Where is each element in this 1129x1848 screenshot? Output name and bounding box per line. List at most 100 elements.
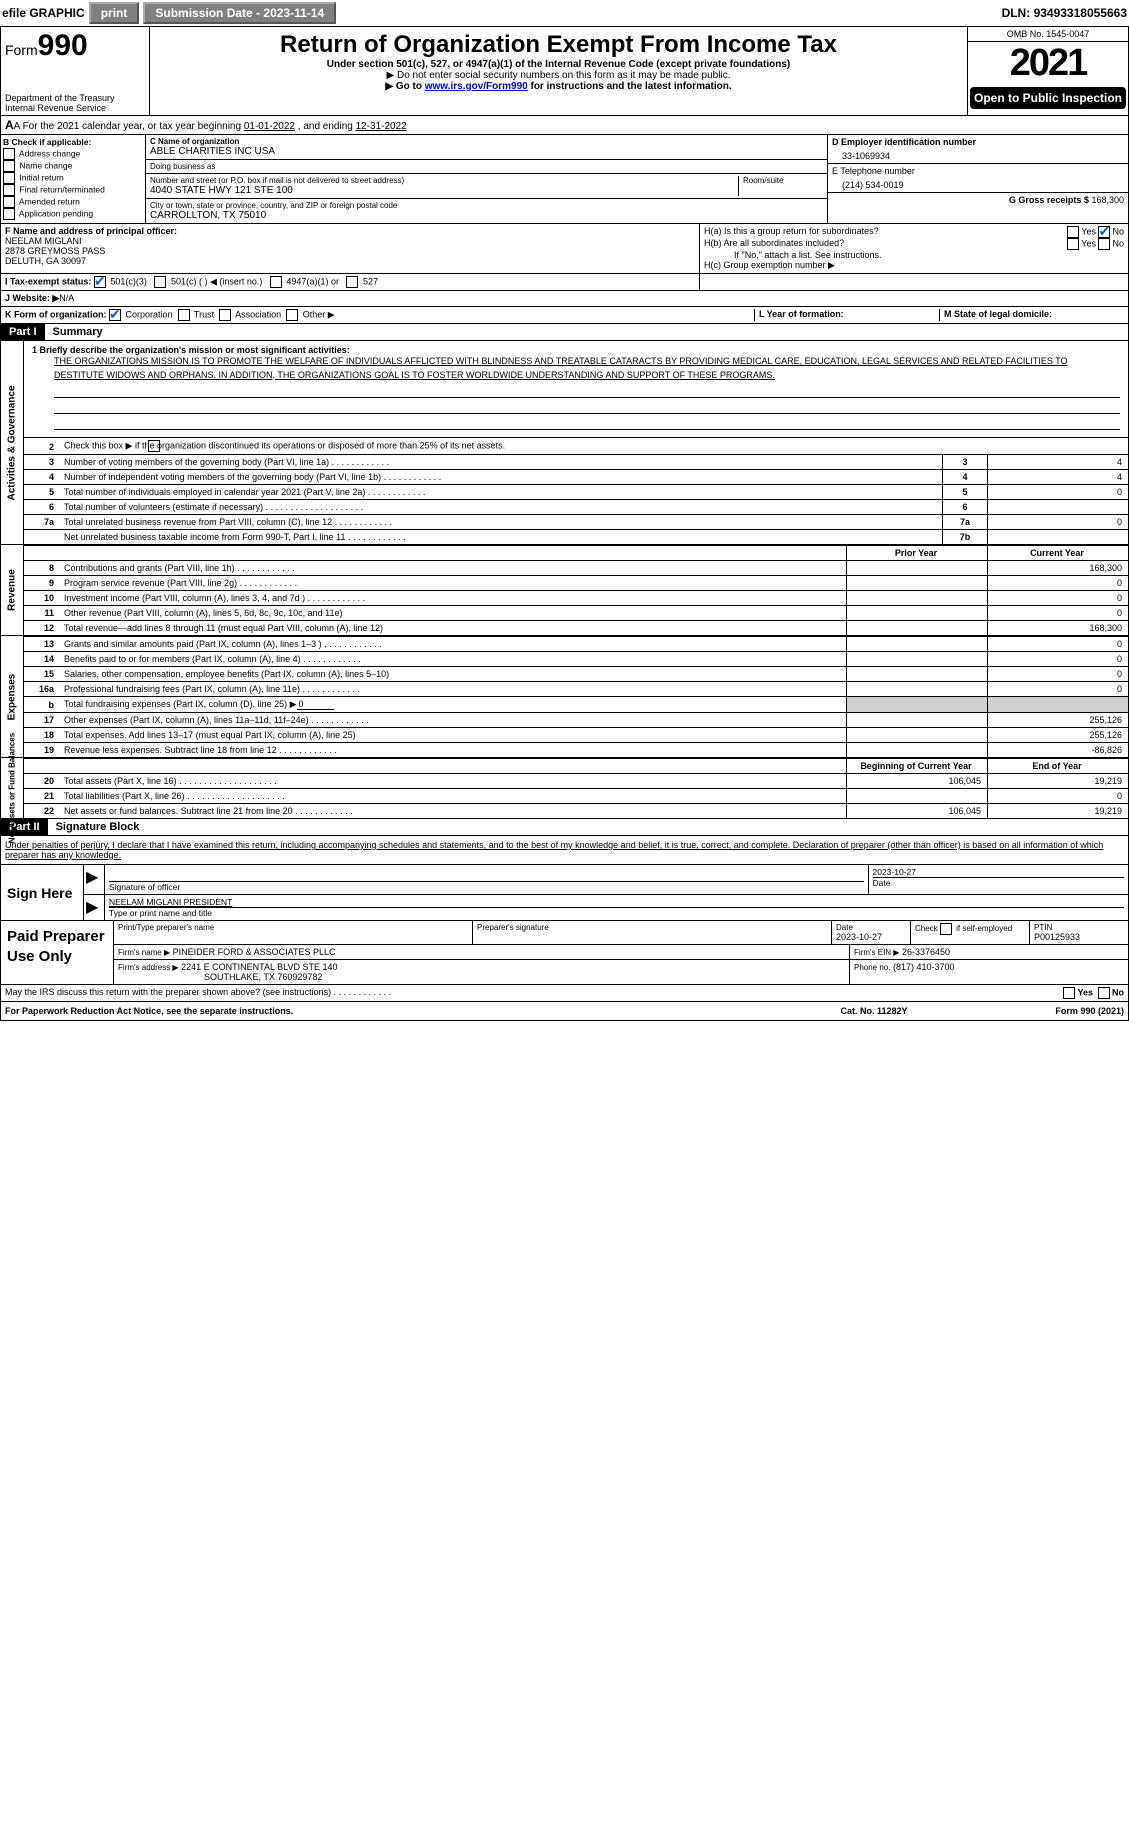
form-header: Form990 Department of the Treasury Inter… (0, 26, 1129, 116)
firm-ein: 26-3376450 (902, 947, 950, 957)
vlabel-gov: Activities & Governance (1, 341, 24, 544)
sig-name-lab: Type or print name and title (109, 907, 1124, 918)
b-opt-4-lab: Amended return (19, 197, 80, 207)
i-4947-cb[interactable] (270, 276, 282, 288)
gross-receipts: 168,300 (1091, 195, 1124, 205)
footer: For Paperwork Reduction Act Notice, see … (0, 1002, 1129, 1021)
i-501c-cb[interactable] (154, 276, 166, 288)
v14c: 0 (988, 652, 1129, 667)
subdate-lab: Submission Date - (155, 6, 263, 20)
j-lab: J Website: ▶ (5, 293, 59, 304)
may-yes: Yes (1077, 987, 1093, 997)
sig-decl-text: Under penalties of perjury, I declare th… (5, 840, 1103, 860)
paid-h5: PTIN (1034, 923, 1124, 932)
c-addr-lab: Number and street (or P.O. box if mail i… (150, 176, 738, 185)
col-b: B Check if applicable: Address change Na… (1, 135, 146, 223)
b-opt-1[interactable]: Name change (3, 160, 143, 172)
v8c: 168,300 (988, 561, 1129, 576)
row-fh: F Name and address of principal officer:… (0, 224, 1129, 274)
vlabel-rev: Revenue (1, 545, 24, 635)
l7a: Total unrelated business revenue from Pa… (64, 517, 392, 527)
v15c: 0 (988, 667, 1129, 682)
dln-val: 93493318055663 (1034, 6, 1127, 20)
l16a: Professional fundraising fees (Part IX, … (64, 684, 360, 694)
firm-lab: Firm's name ▶ (118, 948, 170, 957)
l21: Total liabilities (Part X, line 26) (64, 791, 285, 801)
e-lab: E Telephone number (832, 166, 1124, 176)
b-opt-5[interactable]: Application pending (3, 208, 143, 220)
part1-header: Part I Summary (0, 324, 1129, 341)
part2-title: Signature Block (48, 819, 148, 835)
dln-lab: DLN: (1002, 6, 1034, 20)
paid-h3: Date (836, 923, 906, 932)
hb-lab: H(b) Are all subordinates included? (704, 238, 844, 250)
v4: 4 (988, 470, 1129, 485)
row-j: J Website: ▶ N/A (0, 291, 1129, 307)
a-mid: , and ending (295, 121, 356, 132)
goto-post: for instructions and the latest informat… (528, 81, 732, 92)
row-a: AA For the 2021 calendar year, or tax ye… (0, 116, 1129, 135)
blank3 (54, 417, 1120, 430)
col-prior: Prior Year (847, 546, 988, 561)
l16bv: 0 (297, 699, 334, 710)
k-other-cb[interactable] (286, 309, 298, 321)
v7a: 0 (988, 515, 1129, 530)
b-opt-4[interactable]: Amended return (3, 196, 143, 208)
v20b: 106,045 (847, 774, 988, 789)
firm-addr-lab: Firm's address ▶ (118, 963, 179, 972)
form-number: Form990 (5, 29, 145, 63)
col-beg: Beginning of Current Year (847, 759, 988, 774)
section-bcdefg: B Check if applicable: Address change Na… (0, 135, 1129, 224)
c-city-lab: City or town, state or province, country… (150, 201, 823, 210)
part1-body: Activities & Governance 1 Briefly descri… (0, 341, 1129, 819)
b-title: B Check if applicable: (3, 137, 143, 148)
l2-cb[interactable] (148, 440, 160, 452)
b-opt-2[interactable]: Initial return (3, 172, 143, 184)
ein: 33-1069934 (832, 147, 1124, 161)
ha-yes: Yes (1081, 226, 1096, 236)
col-curr: Current Year (988, 546, 1129, 561)
a-label: A For the 2021 calendar year, or tax yea… (14, 121, 244, 132)
i-501c3: 501(c)(3) (110, 276, 147, 286)
v12c: 168,300 (988, 621, 1129, 636)
c-name-lab: C Name of organization (150, 137, 823, 146)
k-trust-cb[interactable] (178, 309, 190, 321)
arrow-icon: ▶ (84, 865, 104, 894)
may-yes-cb[interactable] (1063, 987, 1075, 999)
k-other: Other ▶ (303, 309, 335, 319)
l15: Salaries, other compensation, employee b… (64, 669, 389, 679)
ein-lab: Firm's EIN ▶ (854, 948, 899, 957)
b-opt-5-lab: Application pending (19, 209, 93, 219)
b-opt-0[interactable]: Address change (3, 148, 143, 160)
k-assoc-cb[interactable] (219, 309, 231, 321)
c-room-lab: Room/suite (743, 176, 823, 185)
k-assoc: Association (235, 309, 281, 319)
b-opt-3-lab: Final return/terminated (19, 185, 105, 195)
exp-table: 13Grants and similar amounts paid (Part … (24, 636, 1128, 757)
officer-addr1: 2878 GREYMOSS PASS (5, 246, 695, 256)
l11: Other revenue (Part VIII, column (A), li… (64, 608, 342, 618)
website: N/A (59, 293, 74, 304)
v22b: 106,045 (847, 804, 988, 819)
v22e: 19,219 (988, 804, 1129, 819)
k-trust: Trust (194, 309, 214, 319)
org-city: CARROLLTON, TX 75010 (150, 210, 823, 221)
sig-officer-lab: Signature of officer (109, 881, 864, 892)
tax-year: 2021 (968, 42, 1128, 85)
may-no-cb[interactable] (1098, 987, 1110, 999)
may-discuss: May the IRS discuss this return with the… (0, 985, 1129, 1002)
subdate-val: 2023-11-14 (263, 6, 324, 20)
b-opt-3[interactable]: Final return/terminated (3, 184, 143, 196)
row-klm: K Form of organization: Corporation Trus… (0, 307, 1129, 324)
officer-name: NEELAM MIGLANI (5, 236, 695, 246)
print-button[interactable]: print (89, 2, 140, 24)
row-ij: I Tax-exempt status: 501(c)(3) 501(c) ( … (0, 274, 1129, 291)
k-corp-cb[interactable] (109, 309, 121, 321)
i-501c3-cb[interactable] (94, 276, 106, 288)
i-527-cb[interactable] (346, 276, 358, 288)
v18c: 255,126 (988, 728, 1129, 743)
a-end: 12-31-2022 (356, 121, 407, 132)
self-emp-cb[interactable] (940, 923, 952, 935)
l22: Net assets or fund balances. Subtract li… (64, 806, 353, 816)
irs-link[interactable]: www.irs.gov/Form990 (425, 81, 528, 92)
